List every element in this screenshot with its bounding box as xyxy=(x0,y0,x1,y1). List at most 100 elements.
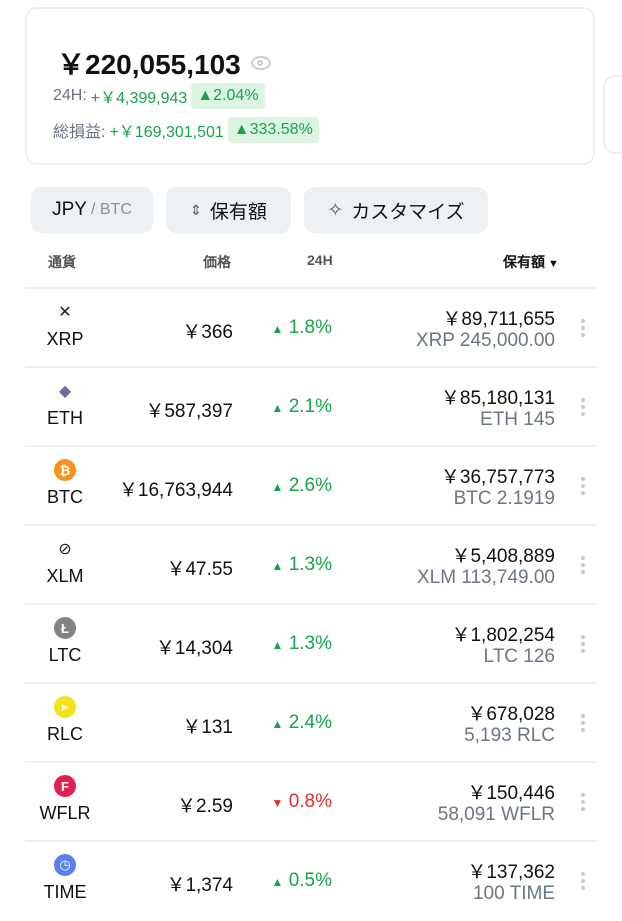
triangle-up-icon: ▲ xyxy=(271,480,284,494)
coin-change-value: 1.3% xyxy=(288,633,332,654)
litecoin-icon: Ł xyxy=(54,617,76,639)
coin-price: ￥47.55 xyxy=(166,559,233,580)
coin-price: ￥131 xyxy=(182,717,233,738)
holding-value: ￥150,446 xyxy=(467,783,555,804)
more-options-icon[interactable] xyxy=(581,319,585,337)
table-row[interactable]: ⊘ XLM ￥47.55 ▲ 1.3% ￥5,408,889 XLM 113,7… xyxy=(25,524,597,605)
table-row[interactable]: ◷ TIME ￥1,374 ▲ 0.5% ￥137,362 100 TIME xyxy=(25,840,597,921)
customize-button[interactable]: ✧ カスタマイズ xyxy=(304,187,488,233)
coin-price: ￥14,304 xyxy=(155,638,233,659)
coin-price: ￥1,374 xyxy=(166,875,233,896)
sort-button[interactable]: ⇕ 保有額 xyxy=(166,187,291,233)
bitcoin-icon: ₿ xyxy=(54,459,76,481)
triangle-up-icon: ▲ xyxy=(271,322,284,336)
h24-pct: 2.04% xyxy=(213,87,259,104)
holding-value: ￥137,362 xyxy=(467,862,555,883)
coin-change-value: 2.6% xyxy=(288,475,332,496)
sort-icon: ⇕ xyxy=(190,202,202,218)
coin-symbol: XRP xyxy=(46,329,84,349)
total-balance: ￥220,055,103 xyxy=(57,49,241,80)
header-currency[interactable]: 通貨 xyxy=(48,254,76,270)
coin-change-value: 1.3% xyxy=(288,554,332,575)
change-24h: 24H: +￥4,399,943 ▲2.04% xyxy=(53,83,265,109)
holding-amount: XRP 245,000.00 xyxy=(415,330,555,351)
triangle-up-icon: ▲ xyxy=(271,875,284,889)
pnl-label: 総損益: xyxy=(53,124,106,141)
holding-amount: XLM 113,749.00 xyxy=(416,567,555,588)
holding-value: ￥1,802,254 xyxy=(451,625,555,646)
pnl-value: +￥169,301,501 xyxy=(109,124,224,141)
holding-value: ￥36,757,773 xyxy=(440,467,555,488)
holding-amount: LTC 126 xyxy=(483,646,555,667)
more-options-icon[interactable] xyxy=(581,714,585,732)
coin-change-value: 2.1% xyxy=(288,396,332,417)
total-pnl: 総損益: +￥169,301,501 ▲333.58% xyxy=(53,117,319,143)
table-row[interactable]: ◆ ETH ￥587,397 ▲ 2.1% ￥85,180,131 ETH 14… xyxy=(25,366,597,447)
table-row[interactable]: ₿ BTC ￥16,763,944 ▲ 2.6% ￥36,757,773 BTC… xyxy=(25,445,597,526)
currency-alt: / BTC xyxy=(90,201,132,218)
more-options-icon[interactable] xyxy=(581,398,585,416)
holding-amount: 58,091 WFLR xyxy=(437,804,555,825)
coin-change: ▼ 0.8% xyxy=(272,791,332,813)
coin-symbol: TIME xyxy=(43,882,87,902)
table-row[interactable]: ✕ XRP ￥366 ▲ 1.8% ￥89,711,655 XRP 245,00… xyxy=(25,287,597,368)
coin-symbol: WFLR xyxy=(39,803,91,823)
currency-main: JPY xyxy=(52,199,87,220)
currency-toggle-button[interactable]: JPY / BTC xyxy=(31,187,153,233)
more-options-icon[interactable] xyxy=(581,872,585,890)
header-holdings[interactable]: 保有額 ▼ xyxy=(503,252,559,272)
coin-symbol: BTC xyxy=(47,487,83,507)
clock-icon: ◷ xyxy=(54,854,76,876)
portfolio-summary-card: ￥220,055,103 24H: +￥4,399,943 ▲2.04% 総損益… xyxy=(25,7,595,165)
stellar-icon: ⊘ xyxy=(58,541,72,558)
h24-pct-badge: ▲2.04% xyxy=(191,83,265,109)
customize-label: カスタマイズ xyxy=(351,201,465,223)
flare-icon: F xyxy=(54,775,76,797)
triangle-up-icon: ▲ xyxy=(271,559,284,573)
coin-symbol: ETH xyxy=(47,408,83,428)
sparkle-icon: ✧ xyxy=(327,199,344,221)
rlc-icon: ▸ xyxy=(54,696,76,718)
pnl-pct: 333.58% xyxy=(249,121,313,138)
header-price[interactable]: 価格 xyxy=(203,254,231,270)
holding-amount: 100 TIME xyxy=(472,883,555,904)
coin-symbol: XLM xyxy=(46,566,84,586)
coin-change: ▲ 1.3% xyxy=(272,633,332,655)
holding-value: ￥5,408,889 xyxy=(451,546,555,567)
coin-change-value: 1.8% xyxy=(288,317,332,338)
eye-icon[interactable] xyxy=(250,56,271,70)
table-row[interactable]: ▸ RLC ￥131 ▲ 2.4% ￥678,028 5,193 RLC xyxy=(25,682,597,763)
more-options-icon[interactable] xyxy=(581,793,585,811)
coin-change-value: 0.8% xyxy=(288,791,332,812)
caret-down-icon: ▼ xyxy=(545,258,559,270)
holding-value: ￥85,180,131 xyxy=(440,388,555,409)
coin-price: ￥587,397 xyxy=(145,401,233,422)
coin-change: ▲ 2.1% xyxy=(272,396,332,418)
h24-value: +￥4,399,943 xyxy=(90,90,188,107)
header-24h[interactable]: 24H xyxy=(307,252,333,268)
coin-change: ▲ 1.8% xyxy=(272,317,332,339)
table-row[interactable]: F WFLR ￥2.59 ▼ 0.8% ￥150,446 58,091 WFLR xyxy=(25,761,597,842)
coin-change: ▲ 2.6% xyxy=(272,475,332,497)
coin-change: ▲ 0.5% xyxy=(272,870,332,892)
holding-amount: 5,193 RLC xyxy=(464,725,555,746)
table-row[interactable]: Ł LTC ￥14,304 ▲ 1.3% ￥1,802,254 LTC 126 xyxy=(25,603,597,684)
sort-label: 保有額 xyxy=(209,201,267,223)
triangle-up-icon: ▲ xyxy=(271,638,284,652)
coin-symbol: RLC xyxy=(46,724,83,744)
coin-change-value: 0.5% xyxy=(288,870,332,891)
more-options-icon[interactable] xyxy=(581,556,585,574)
coin-price: ￥2.59 xyxy=(177,796,233,817)
h24-label: 24H: xyxy=(53,87,87,104)
more-options-icon[interactable] xyxy=(581,477,585,495)
header-holdings-label: 保有額 xyxy=(503,254,545,270)
holding-amount: BTC 2.1919 xyxy=(453,488,555,509)
holding-value: ￥678,028 xyxy=(467,704,555,725)
holding-value: ￥89,711,655 xyxy=(442,309,555,330)
coin-price: ￥16,763,944 xyxy=(118,480,233,501)
more-options-icon[interactable] xyxy=(581,635,585,653)
holding-amount: ETH 145 xyxy=(480,409,555,430)
xrp-icon: ✕ xyxy=(58,304,72,321)
coin-change: ▲ 1.3% xyxy=(272,554,332,576)
next-card-peek[interactable] xyxy=(603,75,622,154)
